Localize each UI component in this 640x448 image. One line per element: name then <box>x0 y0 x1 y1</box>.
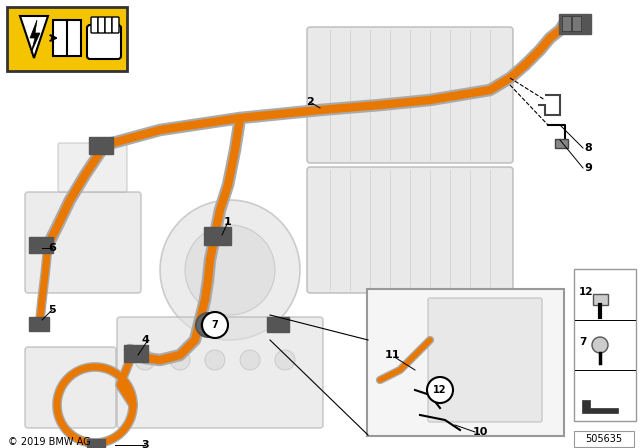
FancyBboxPatch shape <box>554 139 568 148</box>
FancyBboxPatch shape <box>25 347 116 428</box>
FancyBboxPatch shape <box>87 439 105 448</box>
Text: 2: 2 <box>306 97 314 107</box>
FancyBboxPatch shape <box>204 227 231 245</box>
FancyBboxPatch shape <box>124 345 148 362</box>
FancyBboxPatch shape <box>559 14 591 34</box>
Circle shape <box>160 200 300 340</box>
FancyBboxPatch shape <box>58 143 127 192</box>
Text: 6: 6 <box>48 243 56 253</box>
Circle shape <box>185 225 275 315</box>
Circle shape <box>240 350 260 370</box>
Text: 7: 7 <box>212 320 218 330</box>
FancyBboxPatch shape <box>574 431 634 447</box>
Text: 9: 9 <box>584 163 592 173</box>
Text: 11: 11 <box>384 350 400 360</box>
Text: 7: 7 <box>579 337 586 347</box>
Circle shape <box>196 313 220 337</box>
FancyBboxPatch shape <box>105 17 112 33</box>
FancyBboxPatch shape <box>25 192 141 293</box>
Circle shape <box>201 318 215 332</box>
FancyBboxPatch shape <box>29 237 53 253</box>
FancyBboxPatch shape <box>117 317 323 428</box>
FancyBboxPatch shape <box>29 317 49 331</box>
Circle shape <box>135 350 155 370</box>
Text: 8: 8 <box>584 143 592 153</box>
Circle shape <box>170 350 190 370</box>
FancyBboxPatch shape <box>367 289 564 436</box>
Text: 4: 4 <box>141 335 149 345</box>
FancyBboxPatch shape <box>87 25 121 59</box>
Circle shape <box>427 377 453 403</box>
Text: 1: 1 <box>224 217 232 227</box>
Polygon shape <box>582 400 618 413</box>
Circle shape <box>205 350 225 370</box>
FancyBboxPatch shape <box>307 167 513 293</box>
Text: 5: 5 <box>48 305 56 315</box>
Circle shape <box>592 337 608 353</box>
FancyBboxPatch shape <box>561 17 570 31</box>
FancyBboxPatch shape <box>593 294 607 306</box>
FancyBboxPatch shape <box>98 17 105 33</box>
Circle shape <box>275 350 295 370</box>
Polygon shape <box>20 16 48 58</box>
FancyBboxPatch shape <box>307 27 513 163</box>
FancyBboxPatch shape <box>574 269 636 421</box>
Text: 3: 3 <box>141 440 149 448</box>
FancyBboxPatch shape <box>428 298 542 422</box>
Text: 12: 12 <box>579 287 593 297</box>
FancyBboxPatch shape <box>91 17 98 33</box>
Text: 12: 12 <box>433 385 447 395</box>
FancyBboxPatch shape <box>267 317 289 332</box>
FancyBboxPatch shape <box>572 17 580 31</box>
Text: 505635: 505635 <box>586 434 623 444</box>
FancyBboxPatch shape <box>7 7 127 71</box>
Circle shape <box>202 312 228 338</box>
Polygon shape <box>30 20 40 53</box>
Text: © 2019 BMW AG: © 2019 BMW AG <box>8 437 91 447</box>
Text: 10: 10 <box>472 427 488 437</box>
FancyBboxPatch shape <box>112 17 119 33</box>
FancyBboxPatch shape <box>89 137 113 154</box>
Bar <box>53 20 81 56</box>
